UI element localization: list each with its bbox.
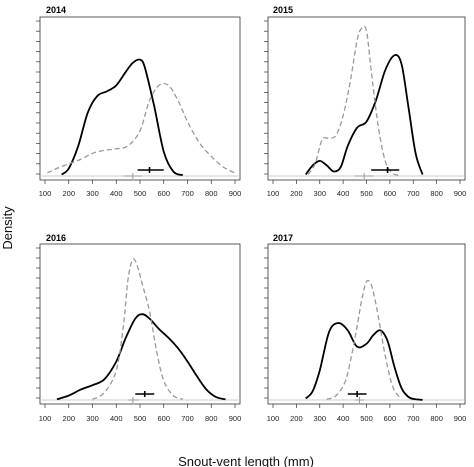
x-tick-label: 200 (290, 414, 303, 423)
x-tick-label: 400 (110, 189, 123, 198)
x-tick-label: 900 (454, 189, 467, 198)
x-tick-label: 700 (407, 414, 420, 423)
panel-title: 2016 (46, 233, 66, 243)
x-tick-label: 100 (39, 189, 52, 198)
x-tick-label: 500 (360, 189, 373, 198)
x-tick-label: 500 (134, 414, 147, 423)
x-tick-label: 100 (267, 189, 280, 198)
x-axis-title: Snout-vent length (mm) (178, 454, 314, 467)
density-curve-solid (304, 54, 424, 176)
x-tick-label: 300 (313, 189, 326, 198)
x-tick-label: 500 (134, 189, 147, 198)
x-tick-label: 600 (384, 414, 397, 423)
x-tick-label: 400 (110, 414, 123, 423)
x-tick-label: 800 (430, 414, 443, 423)
y-axis-title: Density (0, 206, 15, 250)
x-tick-label: 400 (337, 414, 350, 423)
x-tick-label: 900 (229, 414, 242, 423)
density-curve-dashed (47, 82, 236, 174)
x-tick-label: 600 (157, 414, 170, 423)
panel-frame (267, 243, 466, 405)
x-tick-label: 800 (205, 189, 218, 198)
density-curve-solid (61, 58, 184, 177)
x-tick-label: 300 (86, 414, 99, 423)
x-tick-label: 200 (290, 189, 303, 198)
x-tick-label: 600 (384, 189, 397, 198)
density-curve-dashed (92, 258, 184, 400)
panel-frame (39, 243, 241, 405)
panel-2014: 2014 100 200 300 400 500 600 700 800 900 (36, 5, 241, 198)
x-tick-label: 800 (205, 414, 218, 423)
x-tick-label: 900 (229, 189, 242, 198)
x-tick-label: 100 (39, 414, 52, 423)
x-tick-label: 800 (430, 189, 443, 198)
x-tick-label: 900 (454, 414, 467, 423)
panel-2017: 2017 100 200 300 400 500 600 700 800 900 (264, 233, 466, 423)
density-curve-solid (56, 313, 226, 401)
x-tick-label: 700 (407, 189, 420, 198)
x-tick-label: 400 (337, 189, 350, 198)
x-tick-label: 200 (62, 414, 75, 423)
panel-2016: 2016 100 200 300 400 500 600 700 800 900 (36, 233, 241, 423)
density-curve-dashed (326, 279, 400, 400)
panel-title: 2015 (273, 5, 293, 15)
panel-frame (39, 16, 241, 181)
panel-2015: 2015 100 200 300 400 500 600 700 800 900 (264, 5, 466, 198)
x-tick-label: 600 (157, 189, 170, 198)
density-curve-solid (305, 322, 423, 401)
x-tick-label: 200 (62, 189, 75, 198)
x-tick-label: 300 (86, 189, 99, 198)
panel-title: 2017 (273, 233, 293, 243)
x-tick-label: 300 (313, 414, 326, 423)
x-tick-label: 700 (181, 414, 194, 423)
panel-title: 2014 (46, 5, 66, 15)
x-tick-label: 500 (360, 414, 373, 423)
x-tick-label: 100 (267, 414, 280, 423)
x-tick-label: 700 (181, 189, 194, 198)
density-curve-dashed (307, 25, 400, 176)
panel-frame (267, 16, 466, 181)
